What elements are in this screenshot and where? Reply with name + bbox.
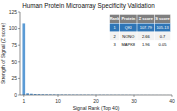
y-tick-label: 0 xyxy=(14,92,17,98)
y-tick-label: 25 xyxy=(11,75,17,81)
y-tick xyxy=(18,78,20,79)
table-text: 107.79 xyxy=(140,25,153,30)
x-tick-label: 1 xyxy=(22,98,25,104)
bar xyxy=(22,23,25,95)
x-axis-label: Signal Rank (Top 40) xyxy=(73,105,120,111)
y-tick-label: 100 xyxy=(9,25,18,31)
bars xyxy=(22,23,172,95)
y-tick xyxy=(18,28,20,29)
y-tick-label: 50 xyxy=(11,59,17,65)
table-text: Protein xyxy=(121,16,135,21)
table-cell xyxy=(155,14,171,23)
table-cell xyxy=(155,23,171,32)
y-tick xyxy=(18,12,20,13)
table-text: 1.96 xyxy=(142,42,151,47)
x-tick-label: 40 xyxy=(169,98,175,104)
x-tick-label: 20 xyxy=(93,98,99,104)
table-text: 105.13 xyxy=(156,25,169,30)
table-cell xyxy=(110,32,120,41)
y-tick xyxy=(18,45,20,46)
y-axis-label: Strength of Signal (Z score) xyxy=(0,23,6,84)
table-text: QKI xyxy=(125,25,132,30)
table-cell xyxy=(110,41,120,50)
table-cell xyxy=(137,23,154,32)
table-text: S score xyxy=(155,16,170,21)
table-text: 3 xyxy=(114,42,117,47)
table-text: 0.05 xyxy=(159,42,168,47)
x-tick-label: 30 xyxy=(131,98,137,104)
y-tick xyxy=(18,95,20,96)
table-text: 2 xyxy=(114,34,117,39)
y-axis xyxy=(20,12,21,95)
table-cell xyxy=(120,41,137,50)
table-text: Rank xyxy=(110,16,121,21)
table-text: 2.66 xyxy=(142,34,151,39)
table-cell xyxy=(155,41,171,50)
table-cell xyxy=(155,32,171,41)
title: Human Protein Microarray Specificity Val… xyxy=(22,2,155,10)
table-text: MAPK8 xyxy=(122,42,136,47)
table: RankProtein Z scoreS score 1 QKI 107.79105.1… xyxy=(110,14,171,49)
table-cell xyxy=(137,41,154,50)
table-cell xyxy=(110,14,120,23)
table-text: NONO xyxy=(122,34,134,39)
table-text: Z score xyxy=(139,16,154,21)
table-cell xyxy=(120,32,137,41)
y-tick-label: 75 xyxy=(11,42,17,48)
y-tick xyxy=(18,61,20,62)
table-cell xyxy=(110,23,120,32)
table-cell xyxy=(120,14,137,23)
table-text: 1 xyxy=(114,25,117,30)
chart: 1 10 20 30 40 0 25 50 75 100 125 Human Protein Micr… xyxy=(0,0,177,111)
table-text: 0.7 xyxy=(160,34,166,39)
x-tick-label: 10 xyxy=(55,98,61,104)
table-cell xyxy=(120,23,137,32)
table-cell xyxy=(137,14,154,23)
y-tick-label: 125 xyxy=(9,9,18,15)
table-cell xyxy=(137,32,154,41)
